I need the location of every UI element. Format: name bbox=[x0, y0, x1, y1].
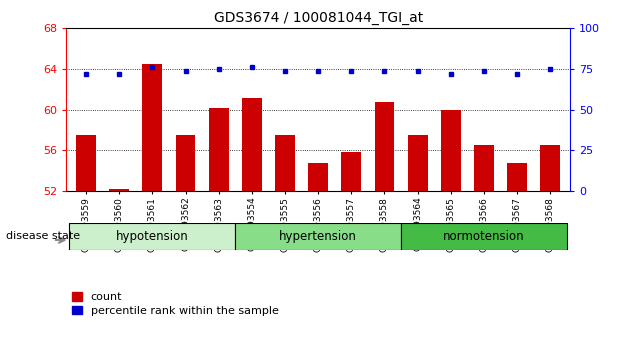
Text: hypertension: hypertension bbox=[279, 230, 357, 243]
Bar bbox=[408, 135, 428, 191]
Bar bbox=[142, 64, 163, 191]
Bar bbox=[341, 153, 361, 191]
Bar bbox=[441, 110, 461, 191]
Title: GDS3674 / 100081044_TGI_at: GDS3674 / 100081044_TGI_at bbox=[214, 11, 423, 24]
Bar bbox=[474, 145, 494, 191]
Bar bbox=[242, 97, 262, 191]
Bar bbox=[275, 135, 295, 191]
FancyBboxPatch shape bbox=[235, 223, 401, 250]
Bar bbox=[176, 135, 195, 191]
FancyBboxPatch shape bbox=[69, 223, 235, 250]
Text: normotension: normotension bbox=[443, 230, 525, 243]
Bar bbox=[76, 135, 96, 191]
Text: disease state: disease state bbox=[6, 232, 81, 241]
Bar bbox=[109, 189, 129, 191]
Bar bbox=[374, 102, 394, 191]
FancyBboxPatch shape bbox=[401, 223, 567, 250]
Legend: count, percentile rank within the sample: count, percentile rank within the sample bbox=[72, 292, 278, 316]
Bar bbox=[209, 108, 229, 191]
Bar bbox=[308, 163, 328, 191]
Bar bbox=[507, 163, 527, 191]
Bar bbox=[541, 145, 560, 191]
Text: hypotension: hypotension bbox=[116, 230, 189, 243]
